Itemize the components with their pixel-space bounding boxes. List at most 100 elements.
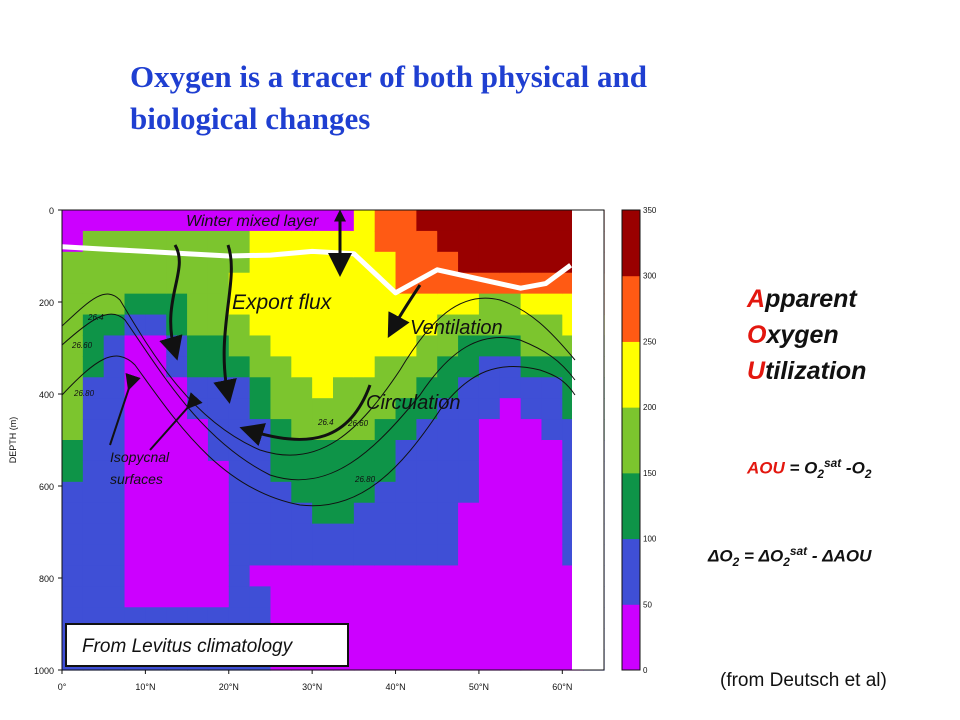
heatmap-cell — [478, 502, 501, 525]
heatmap-cell — [333, 293, 355, 316]
heatmap-cell — [166, 398, 188, 420]
heatmap-cell — [520, 293, 543, 316]
heatmap-cell — [291, 230, 313, 253]
heatmap-cell — [124, 419, 146, 441]
heatmap-cell — [82, 251, 105, 274]
heatmap-cell — [82, 314, 105, 337]
heatmap-cell — [520, 649, 543, 671]
colorbar-segment — [622, 275, 640, 342]
heatmap-cell — [249, 377, 272, 399]
heatmap-cell — [187, 502, 209, 525]
heatmap-cell — [416, 481, 438, 504]
heatmap-cell — [437, 460, 459, 483]
heatmap-cell — [416, 607, 438, 629]
heatmap-cell — [62, 356, 84, 378]
heatmap-cell — [103, 251, 126, 274]
heatmap-cell — [82, 335, 105, 357]
heatmap-cell — [124, 440, 146, 462]
heatmap-cell — [520, 419, 543, 441]
heatmap-cell — [187, 356, 209, 378]
heatmap-cell — [228, 314, 251, 337]
heatmap-cell — [145, 377, 167, 399]
heatmap-cell — [541, 523, 563, 546]
heatmap-cell — [312, 502, 334, 525]
heatmap-cell — [207, 565, 230, 587]
heatmap-cell — [458, 649, 480, 671]
heatmap-cell — [166, 586, 188, 608]
aou-word-oxygen: Oxygen — [747, 321, 839, 349]
heatmap-cell — [82, 419, 105, 441]
heatmap-cell — [166, 356, 188, 378]
heatmap-cell — [520, 440, 543, 462]
heatmap-cell — [520, 377, 543, 399]
heatmap-cell — [416, 523, 438, 546]
heatmap-cell — [62, 565, 84, 587]
isopycnal-contour — [61, 355, 576, 507]
heatmap-cell — [62, 419, 84, 441]
heatmap-cell — [333, 398, 355, 420]
heatmap-cell — [458, 523, 480, 546]
heatmap-cell — [374, 544, 397, 567]
heatmap-cell — [312, 481, 334, 504]
heatmap-cell — [478, 649, 501, 671]
heatmap-cell — [333, 230, 355, 253]
heatmap-cell — [353, 502, 376, 525]
heatmap-cell — [270, 293, 292, 316]
heatmap-cell — [270, 377, 292, 399]
heatmap-cell — [353, 314, 376, 337]
heatmap-cell — [187, 210, 209, 232]
heatmap-cell — [82, 377, 105, 399]
heatmap-cell — [353, 230, 376, 253]
heatmap-cell — [478, 230, 501, 253]
y-axis-label: DEPTH (m) — [8, 417, 18, 464]
heatmap-cell — [124, 272, 146, 295]
colorbar-segment — [622, 538, 640, 605]
isopycnal-contour — [61, 313, 576, 481]
heatmap-cell — [291, 419, 313, 441]
heatmap-cell — [270, 272, 292, 295]
heatmap-cell — [145, 544, 167, 567]
heatmap-cell — [228, 565, 251, 587]
heatmap-cell — [124, 377, 146, 399]
heatmap-cell — [187, 377, 209, 399]
heatmap-cell — [353, 607, 376, 629]
heatmap-cell — [333, 544, 355, 567]
heatmap-cell — [353, 481, 376, 504]
heatmap-cell — [166, 251, 188, 274]
y-tick-label: 400 — [39, 390, 54, 400]
colorbar-tick-label: 200 — [643, 403, 657, 412]
heatmap-cell — [374, 628, 397, 650]
heatmap-cell — [374, 335, 397, 357]
heatmap-cell — [124, 481, 146, 504]
heatmap-cell — [312, 335, 334, 357]
y-tick-label: 0 — [49, 206, 54, 216]
heatmap-cell — [187, 565, 209, 587]
heatmap-cell — [270, 565, 292, 587]
y-tick-label: 200 — [39, 298, 54, 308]
y-tick-label: 1000 — [34, 666, 54, 676]
heatmap-cell — [437, 481, 459, 504]
heatmap-cell — [395, 230, 417, 253]
heatmap-cell — [416, 502, 438, 525]
heatmap-cell — [374, 481, 397, 504]
heatmap-cell — [103, 293, 126, 316]
heatmap-cell — [62, 502, 84, 525]
heatmap-cell — [166, 230, 188, 253]
heatmap-cell — [103, 523, 126, 546]
heatmap-cell — [353, 293, 376, 316]
heatmap-cell — [353, 419, 376, 441]
heatmap-cell — [291, 377, 313, 399]
land-mask — [572, 210, 604, 670]
heatmap-cell — [520, 628, 543, 650]
heatmap-cell — [249, 419, 272, 441]
heatmap-cell — [416, 230, 438, 253]
heatmap-cell — [437, 565, 459, 587]
x-tick-label: 50°N — [469, 682, 489, 692]
heatmap-cell — [187, 523, 209, 546]
y-tick-label: 600 — [39, 482, 54, 492]
heatmap-cell — [270, 356, 292, 378]
heatmap-cell — [124, 335, 146, 357]
heatmap-cell — [145, 398, 167, 420]
heatmap-cell — [458, 607, 480, 629]
heatmap-cell — [291, 335, 313, 357]
